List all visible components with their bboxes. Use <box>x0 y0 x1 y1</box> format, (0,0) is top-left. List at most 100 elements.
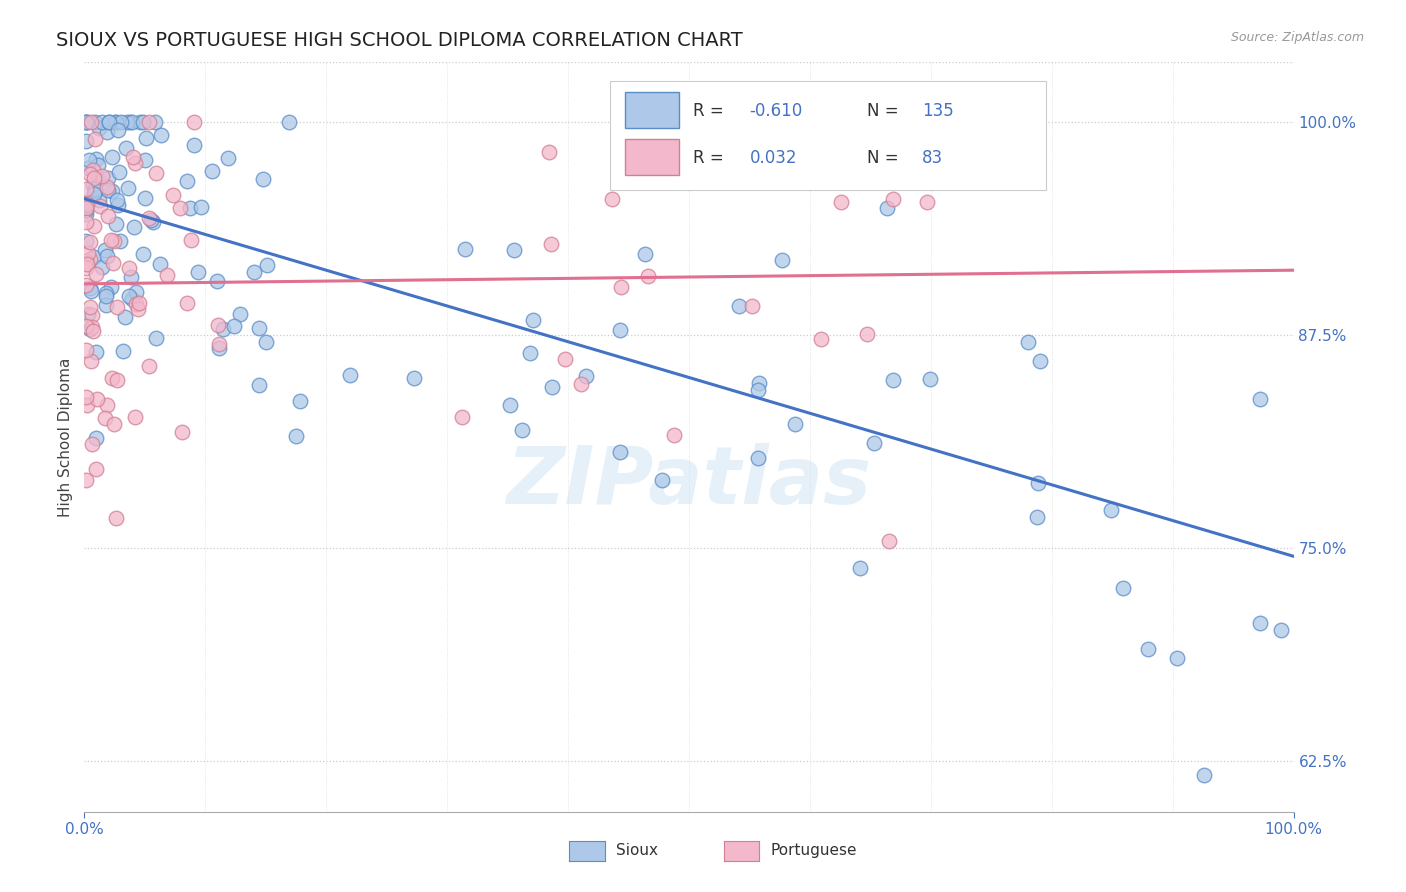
Point <box>97 115 120 129</box>
Point <box>82 163 104 178</box>
Point <box>100 233 122 247</box>
Point <box>80 353 103 368</box>
Point <box>145 331 167 345</box>
Point <box>91 260 114 274</box>
Text: SIOUX VS PORTUGUESE HIGH SCHOOL DIPLOMA CORRELATION CHART: SIOUX VS PORTUGUESE HIGH SCHOOL DIPLOMA … <box>56 31 742 50</box>
Point <box>207 337 229 351</box>
Point <box>1136 642 1159 657</box>
Point <box>80 320 103 334</box>
Point <box>104 217 127 231</box>
Point <box>179 201 201 215</box>
Point <box>503 243 526 257</box>
Point <box>89 198 111 212</box>
Text: -0.610: -0.610 <box>749 103 803 120</box>
Point <box>101 370 124 384</box>
Point <box>610 279 633 293</box>
Point <box>96 249 118 263</box>
Point <box>97 209 120 223</box>
Point <box>91 115 114 129</box>
Text: N =: N = <box>866 103 904 120</box>
Point <box>86 392 108 406</box>
Point <box>115 115 138 129</box>
Point <box>82 178 104 192</box>
Point <box>115 141 138 155</box>
Point <box>190 200 212 214</box>
Text: N =: N = <box>866 149 904 168</box>
Point <box>256 258 278 272</box>
Point <box>247 321 270 335</box>
Point <box>114 310 136 324</box>
Point <box>76 257 98 271</box>
Point <box>79 300 101 314</box>
Text: 0.032: 0.032 <box>749 149 797 168</box>
Point <box>1017 334 1039 349</box>
Point <box>100 184 122 198</box>
Point <box>77 161 100 175</box>
Point <box>727 300 749 314</box>
Point <box>121 150 143 164</box>
Point <box>711 115 734 129</box>
Point <box>339 368 361 383</box>
Point <box>101 256 124 270</box>
Point <box>75 343 97 358</box>
Point <box>117 181 139 195</box>
Point <box>609 323 631 337</box>
Text: Source: ZipAtlas.com: Source: ZipAtlas.com <box>1230 31 1364 45</box>
Point <box>208 341 231 355</box>
Point <box>882 192 904 206</box>
Point <box>128 295 150 310</box>
Point <box>75 254 97 268</box>
Point <box>108 164 131 178</box>
Point <box>252 172 274 186</box>
Point <box>229 307 252 321</box>
Point <box>145 166 167 180</box>
Point <box>97 170 120 185</box>
Point <box>1112 581 1135 595</box>
Point <box>1028 475 1050 490</box>
Text: R =: R = <box>693 149 728 168</box>
Point <box>554 351 576 366</box>
Point <box>96 179 118 194</box>
Point <box>288 394 311 409</box>
Point <box>75 194 97 209</box>
Point <box>79 235 101 249</box>
Point <box>1249 616 1271 631</box>
Point <box>830 195 852 210</box>
Point <box>741 299 763 313</box>
Point <box>96 298 118 312</box>
Point <box>242 265 264 279</box>
Point <box>747 383 769 397</box>
Point <box>77 307 100 321</box>
Point <box>662 428 685 442</box>
Point <box>1249 392 1271 406</box>
Point <box>810 333 832 347</box>
Point <box>84 345 107 359</box>
Point <box>79 168 101 182</box>
Point <box>183 115 205 129</box>
FancyBboxPatch shape <box>624 92 679 128</box>
Point <box>169 201 191 215</box>
Point <box>877 533 900 548</box>
Point <box>222 318 245 333</box>
Point <box>94 411 117 425</box>
Point <box>138 359 160 373</box>
Point <box>125 285 148 300</box>
Point <box>103 417 125 432</box>
Point <box>75 318 97 333</box>
Point <box>541 380 564 394</box>
Point <box>1099 503 1122 517</box>
Point <box>75 390 97 404</box>
Point <box>454 243 477 257</box>
Point <box>634 247 657 261</box>
Point <box>125 297 148 311</box>
Point <box>120 115 142 129</box>
Point <box>105 300 128 314</box>
Point <box>124 409 146 424</box>
Point <box>162 188 184 202</box>
Point <box>201 163 224 178</box>
Point <box>75 115 97 129</box>
Point <box>170 425 193 439</box>
Point <box>75 207 97 221</box>
Point <box>575 368 598 383</box>
Point <box>87 158 110 172</box>
